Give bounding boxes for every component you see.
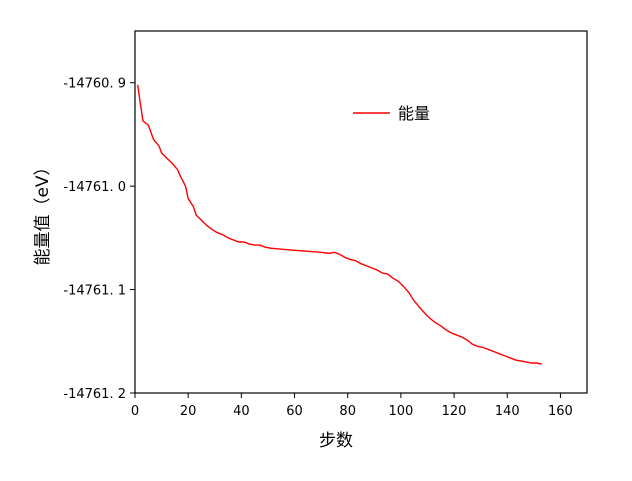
legend: 能量 — [353, 104, 430, 123]
x-tick-label: 0 — [131, 404, 139, 419]
x-axis-title: 步数 — [319, 431, 353, 451]
plot-frame — [134, 30, 588, 394]
series-line-energy — [136, 84, 542, 365]
y-tick-label: -14760. 9 — [63, 77, 126, 92]
x-tick-label: 100 — [388, 404, 413, 419]
x-tick-label: 60 — [286, 404, 303, 419]
legend-label-energy: 能量 — [398, 104, 430, 123]
x-tick-label: 160 — [548, 404, 573, 419]
x-tick-label: 40 — [233, 404, 250, 419]
y-tick-label: -14761. 1 — [63, 284, 126, 299]
x-tick-label: 20 — [180, 404, 197, 419]
y-ticks: -14760. 9 -14761. 0 -14761. 1 -14761. 2 — [63, 77, 135, 402]
x-ticks: 0 20 40 60 80 100 120 140 160 — [131, 393, 573, 419]
x-tick-label: 120 — [442, 404, 467, 419]
y-axis-title: 能量值（eV） — [33, 158, 53, 265]
x-tick-label: 80 — [339, 404, 356, 419]
x-tick-label: 140 — [495, 404, 520, 419]
y-tick-label: -14761. 2 — [63, 387, 126, 402]
y-tick-label: -14761. 0 — [63, 180, 126, 195]
